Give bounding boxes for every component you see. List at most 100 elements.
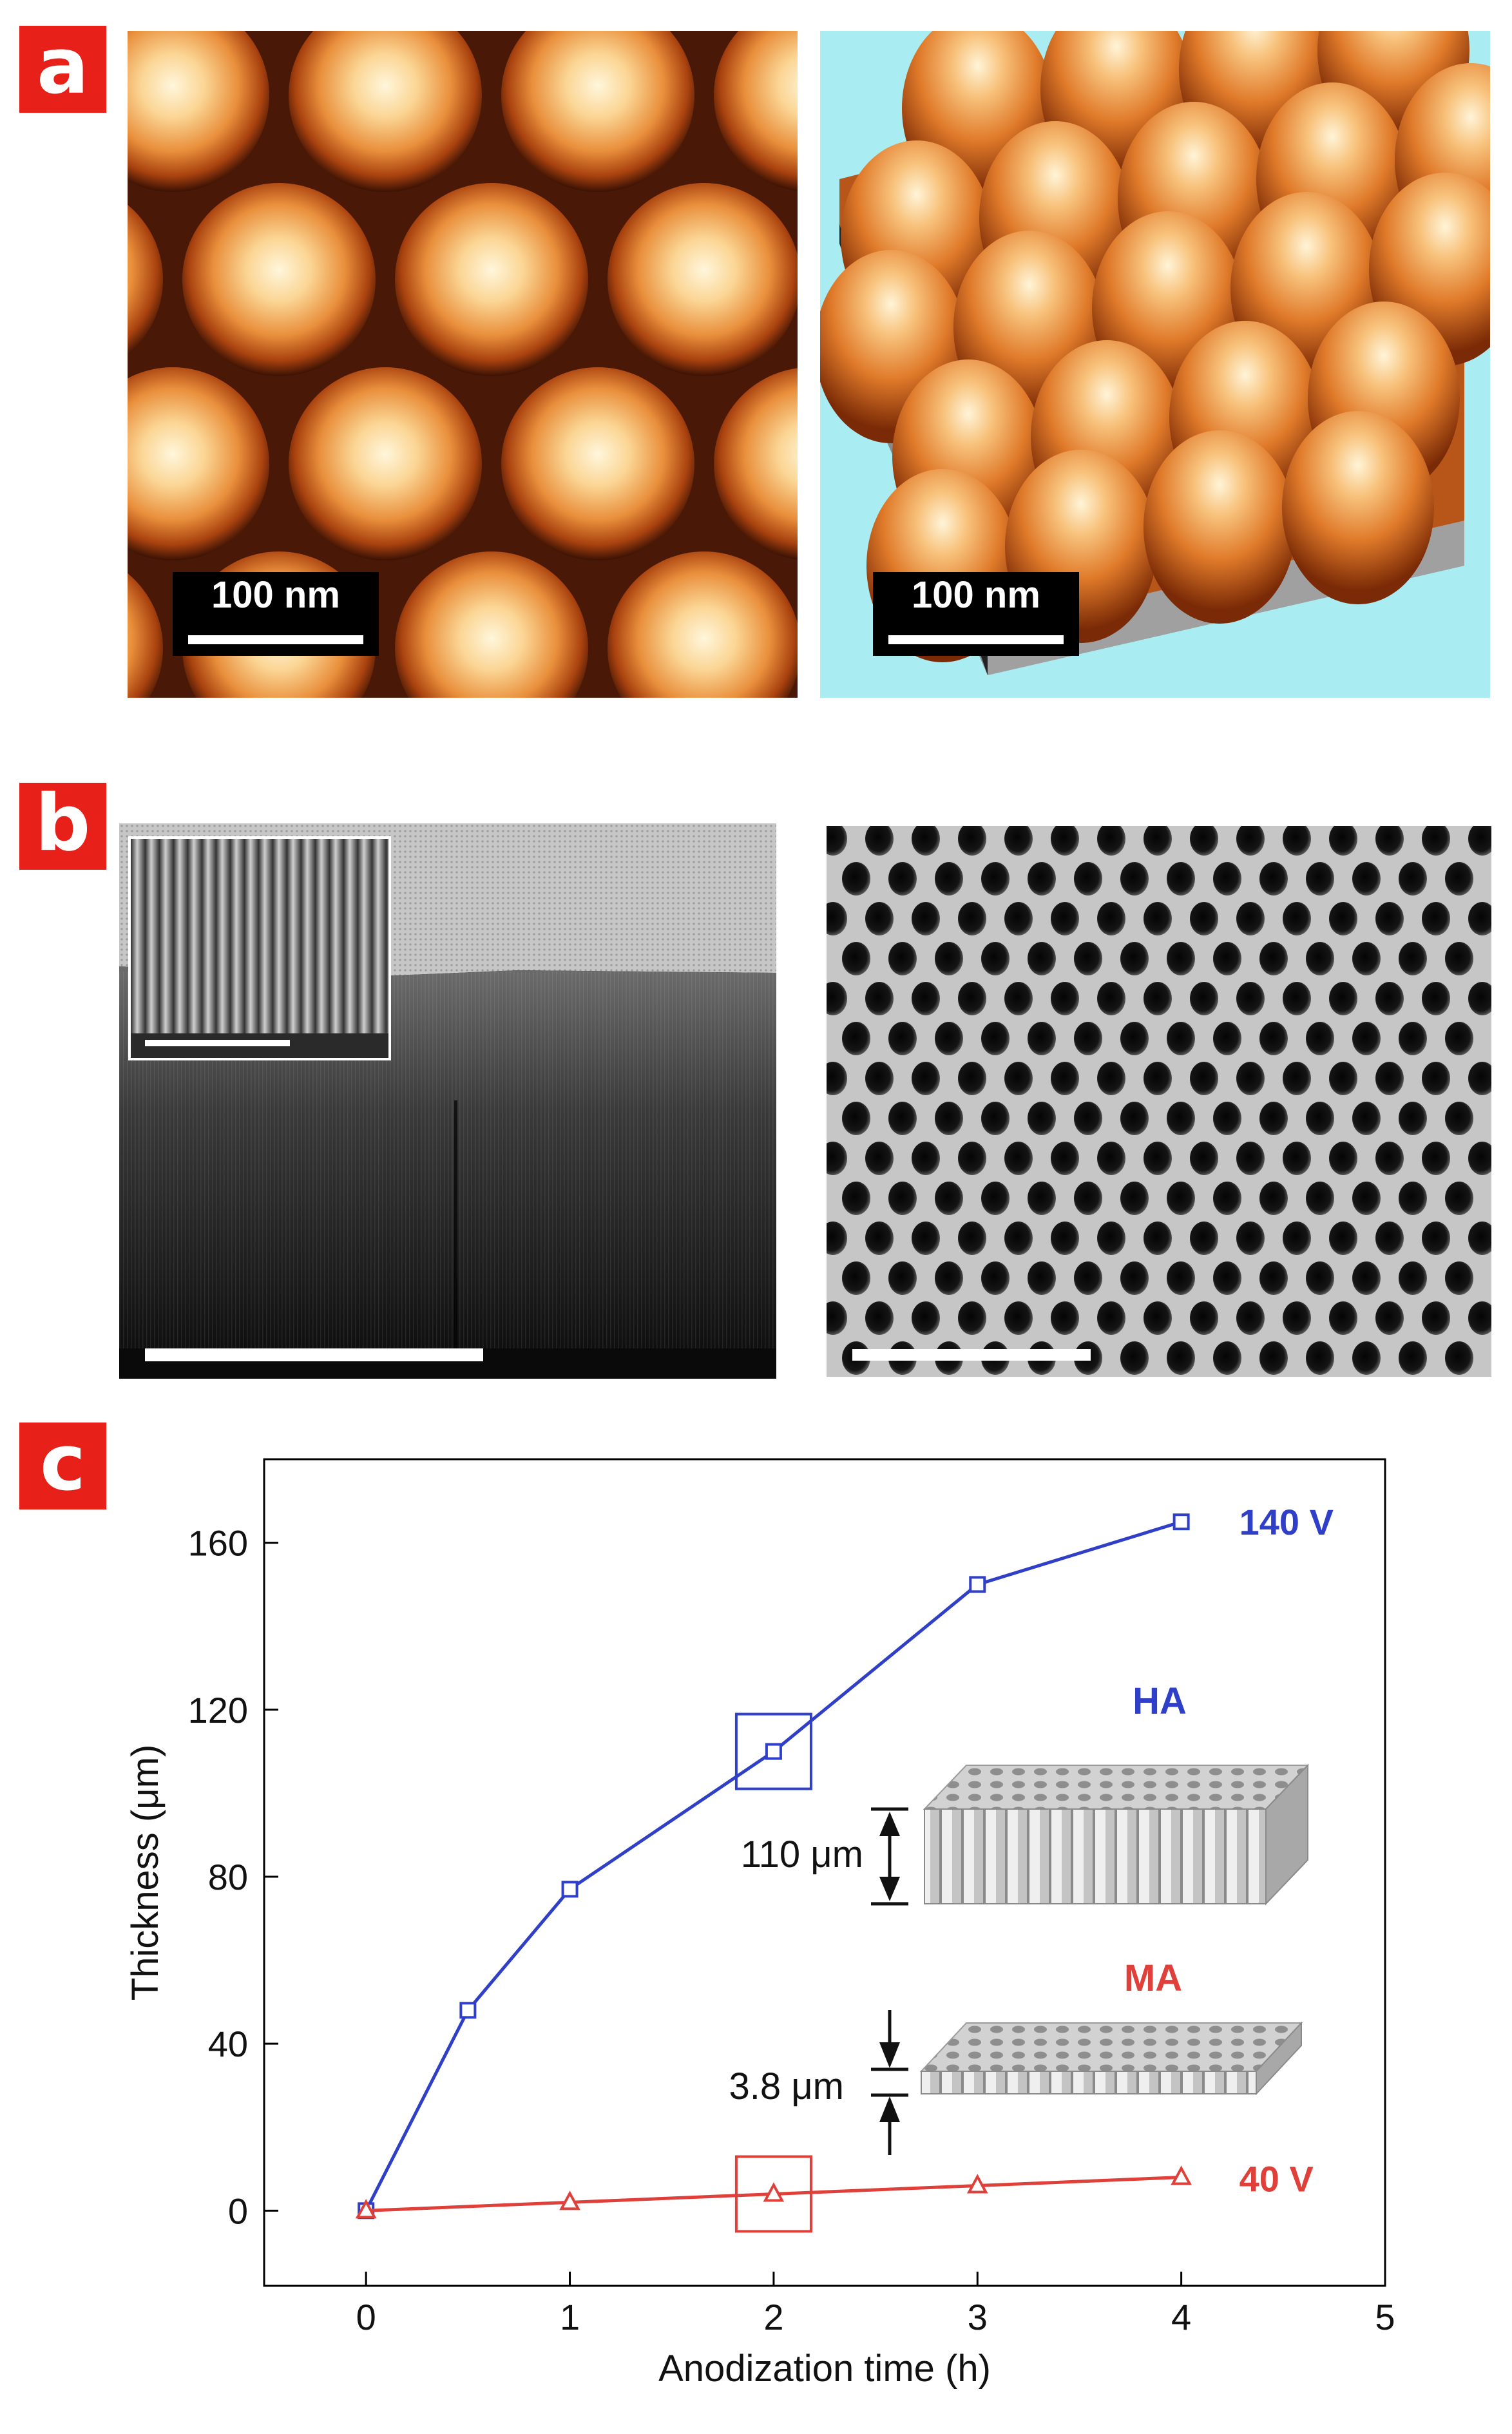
sem-pore <box>1259 1341 1288 1375</box>
sem-pore <box>958 1062 986 1095</box>
sem-topview-graphic <box>827 826 1491 1377</box>
sem-pore <box>1004 1301 1033 1335</box>
sem-pore <box>1375 1062 1404 1095</box>
sem-pore <box>1352 942 1381 975</box>
sem-pore <box>935 1182 963 1215</box>
sem-pore <box>1468 1301 1491 1335</box>
sem-pore <box>1352 1102 1381 1135</box>
afm-3d-scalebar: 100 nm <box>873 572 1079 656</box>
sem-pore <box>1329 1142 1357 1175</box>
sem-pore <box>1422 1301 1450 1335</box>
sem-pore <box>1375 1301 1404 1335</box>
sem-pore <box>865 1222 894 1255</box>
sem-pore <box>827 1301 847 1335</box>
sem-pore <box>1399 1261 1427 1295</box>
sem-pore <box>1329 1062 1357 1095</box>
series-140v-point <box>1172 1513 1190 1531</box>
afm-dome <box>289 31 482 192</box>
sem-pore <box>1399 862 1427 896</box>
sem-pore <box>1097 1062 1125 1095</box>
sem-pore <box>1399 1341 1427 1375</box>
sem-inset-graphic <box>131 839 388 1058</box>
sem-pore <box>888 942 917 975</box>
ha-highlight-box <box>734 1712 812 1790</box>
sem-pore <box>1445 1341 1473 1375</box>
sem-pore <box>1445 862 1473 896</box>
afm-dome <box>128 573 163 698</box>
sem-pore <box>912 1301 940 1335</box>
sem-pore <box>1445 1182 1473 1215</box>
sem-pore <box>1074 1261 1102 1295</box>
sem-pore <box>1283 826 1311 856</box>
x-axis-label: Anodization time (h) <box>658 2348 991 2390</box>
sem-pore <box>1004 902 1033 935</box>
sem-pore <box>1190 1142 1218 1175</box>
sem-pore <box>981 942 1010 975</box>
sem-pore <box>865 1301 894 1335</box>
sem-pore <box>865 1062 894 1095</box>
sem-pore <box>1468 902 1491 935</box>
sem-pore <box>1051 1222 1079 1255</box>
sem-pore <box>1028 862 1056 896</box>
sem-pore <box>1167 1261 1195 1295</box>
sem-pore <box>1004 1142 1033 1175</box>
sem-pore <box>1306 1341 1334 1375</box>
sem-pore <box>827 982 847 1015</box>
series-40v-point <box>559 2190 580 2210</box>
ha-label: HA <box>1133 1680 1187 1722</box>
sem-pore <box>1144 826 1172 856</box>
sem-pore <box>1445 1102 1473 1135</box>
sem-pore <box>1259 1182 1288 1215</box>
sem-pore <box>1167 1102 1195 1135</box>
sem-pore <box>935 1261 963 1295</box>
sem-pore <box>912 982 940 1015</box>
afm-dome <box>128 367 269 561</box>
sem-pore <box>1028 1261 1056 1295</box>
sem-pore <box>1468 982 1491 1015</box>
series-40v-legend-label: 40 V <box>1239 2159 1314 2199</box>
sem-pore <box>981 1182 1010 1215</box>
sem-pore <box>981 1261 1010 1295</box>
sem-pore <box>888 862 917 896</box>
sem-pore <box>865 902 894 935</box>
sem-pore <box>1352 862 1381 896</box>
series-40v-point <box>966 2174 988 2194</box>
ha-schematic <box>923 1763 1310 1906</box>
afm-dome <box>501 367 694 561</box>
x-tick-label: 5 <box>1375 2297 1395 2337</box>
sem-pore <box>958 1222 986 1255</box>
afm-3d-image: 100 nm <box>820 31 1490 698</box>
y-axis-ticks: 0 40 80 120 160 <box>188 1523 278 2231</box>
sem-pore <box>1120 942 1149 975</box>
sem-pore <box>827 1062 847 1095</box>
sem-pore <box>1004 826 1033 856</box>
afm-dome <box>608 551 798 698</box>
afm-topview-scalebar-label: 100 nm <box>211 574 340 616</box>
sem-pore <box>1004 1062 1033 1095</box>
sem-pore <box>1097 1142 1125 1175</box>
sem-pore <box>1422 826 1450 856</box>
sem-pore <box>935 1022 963 1055</box>
sem-pore <box>1399 1102 1427 1135</box>
afm-dome <box>128 204 163 355</box>
x-tick-label: 2 <box>763 2297 783 2337</box>
afm-topview-scalebar: 100 nm <box>173 572 379 656</box>
sem-topview-image <box>827 826 1491 1377</box>
sem-pore <box>1051 1062 1079 1095</box>
sem-pore <box>1190 1222 1218 1255</box>
sem-pore <box>1213 1341 1241 1375</box>
sem-pore <box>1074 1182 1102 1215</box>
sem-pore <box>912 1062 940 1095</box>
sem-pore <box>865 982 894 1015</box>
sem-pore <box>1120 1341 1149 1375</box>
sem-pore <box>1051 902 1079 935</box>
sem-pore <box>958 826 986 856</box>
x-tick-label: 0 <box>356 2297 376 2337</box>
sem-pore <box>958 1142 986 1175</box>
sem-pore <box>1074 1022 1102 1055</box>
sem-pore <box>1167 1022 1195 1055</box>
sem-cross-section-image <box>119 823 776 1379</box>
afm-dome <box>714 31 798 191</box>
sem-pore <box>1283 1062 1311 1095</box>
sem-inset-image <box>128 836 391 1060</box>
